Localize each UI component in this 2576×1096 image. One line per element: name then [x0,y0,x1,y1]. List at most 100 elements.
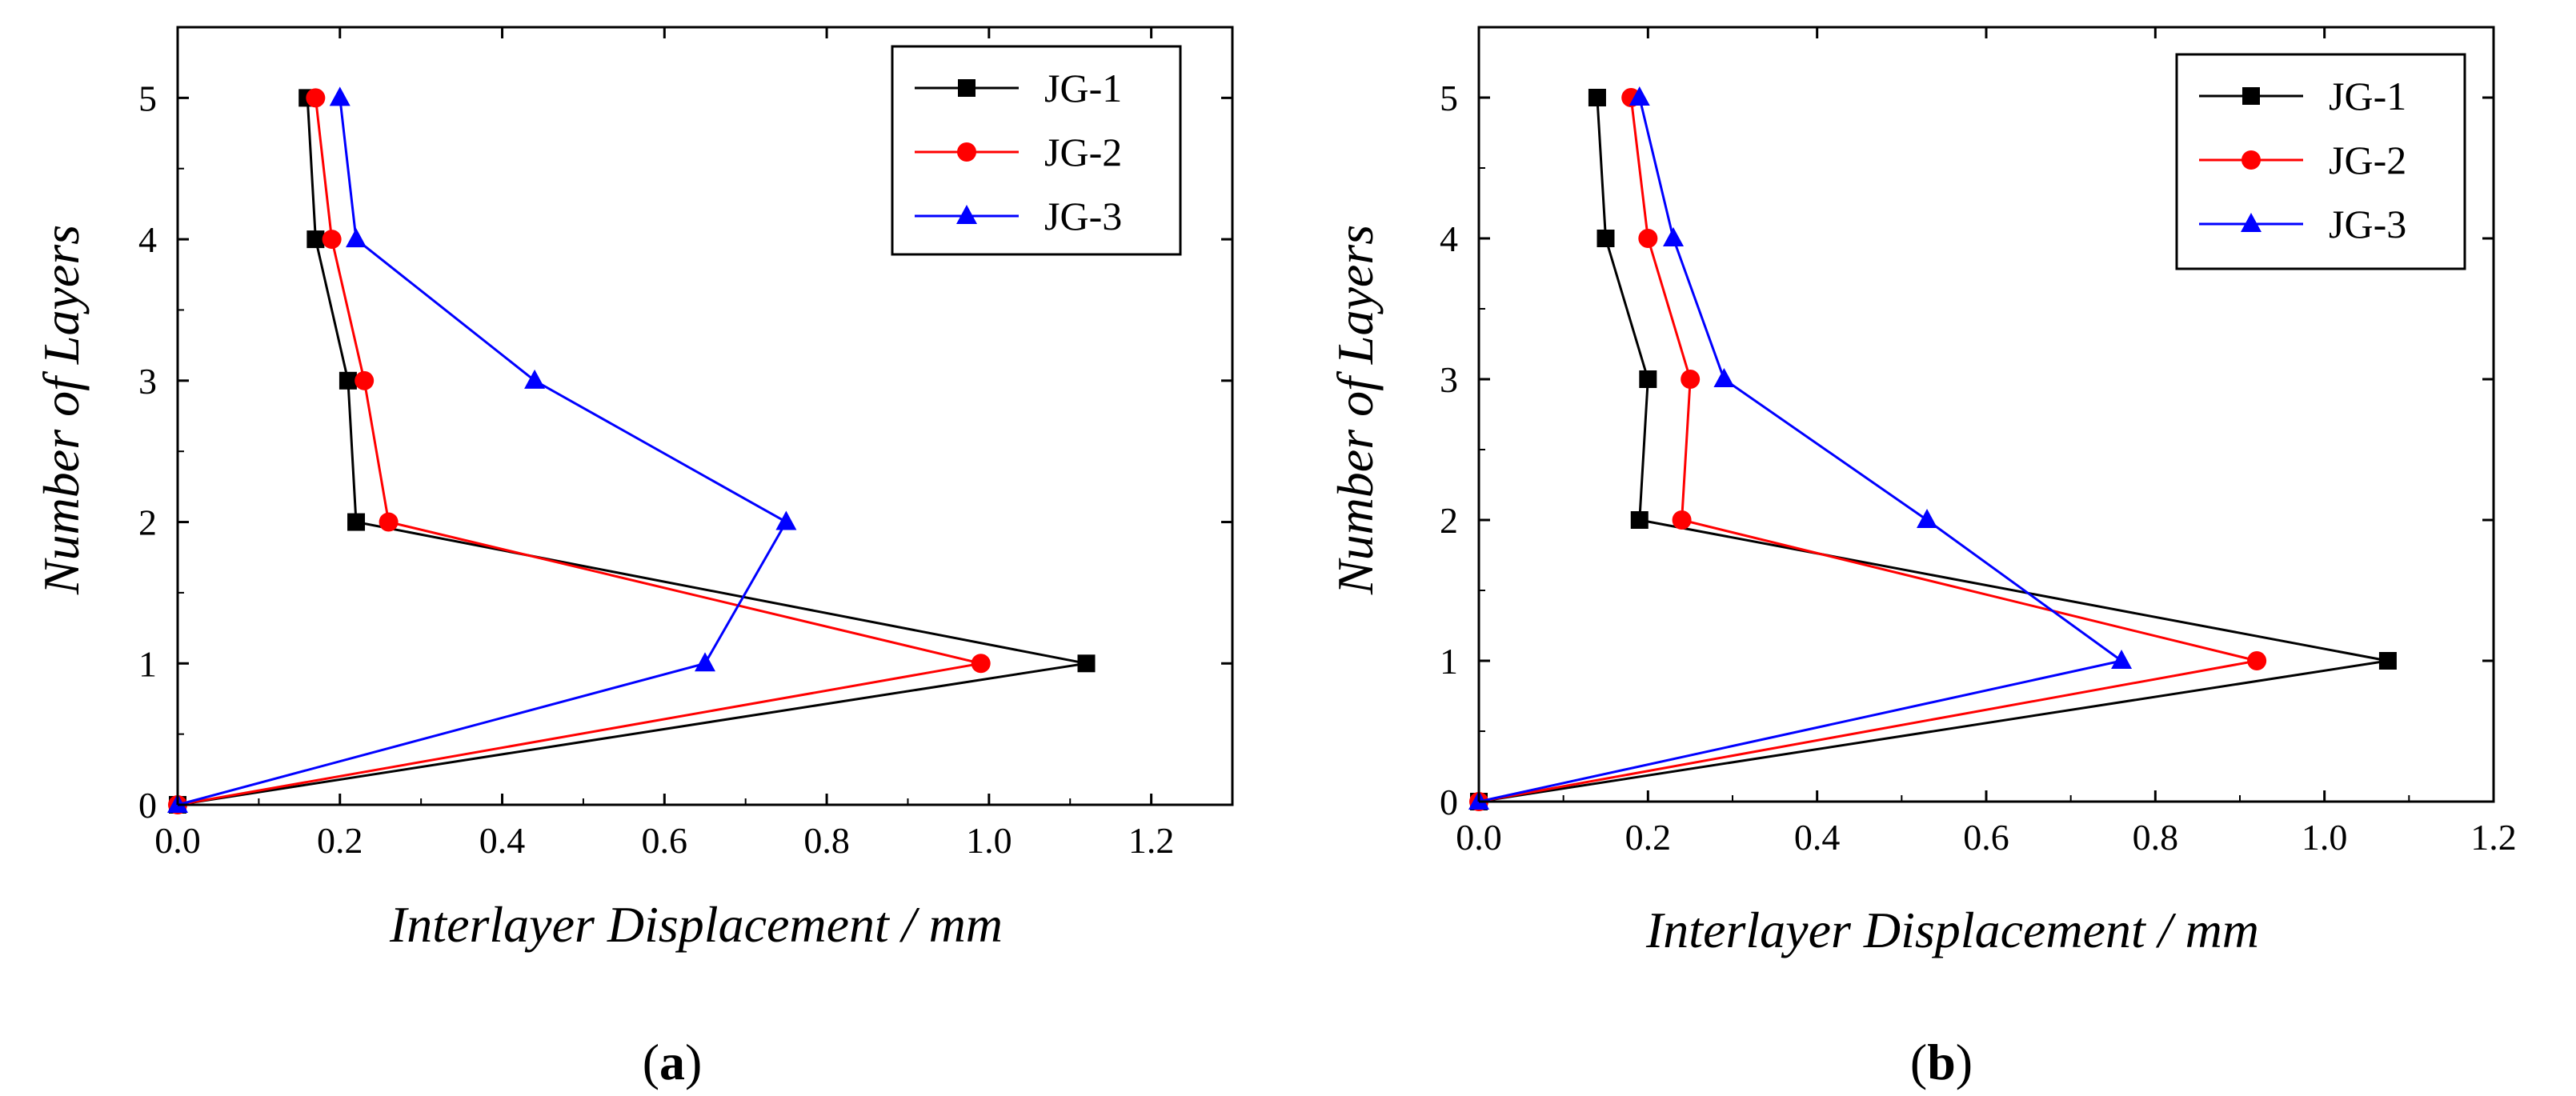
chart-a-data-point-jg-3 [346,228,367,248]
chart-a-ticks: 0.0 0.2 0.4 0.6 0.8 1.0 1.2 0 1 2 3 4 5 [138,27,1232,861]
chart-b-data-point-jg-3 [1917,509,1938,528]
chart-a-series-jg-1 [169,89,1096,814]
chart-a-data-point-jg-3 [329,86,351,106]
chart-a-y-tick-label: 4 [138,219,157,260]
chart-a-panel-letter: a [659,1034,685,1090]
chart-panel-a: 0.0 0.2 0.4 0.6 0.8 1.0 1.2 0 1 2 3 4 5 Interlayer D… [33,26,1234,1090]
chart-a-series [167,86,1096,814]
chart-b-panel-letter: b [1927,1034,1956,1090]
chart-b-y-tick-label: 0 [1440,782,1458,822]
chart-b-legend-label: JG-1 [2329,74,2406,118]
chart-b-y-tick-label: 3 [1440,359,1458,400]
chart-b-data-point-jg-2 [1672,510,1692,530]
chart-a-legend-swatch-marker [956,205,977,224]
chart-a-x-axis-label: Interlayer Displacement / mm [389,896,1003,953]
chart-a-series-jg-2 [168,88,991,814]
chart-a-legend-item-jg-2: JG-2 [915,130,1122,174]
chart-a-data-point-jg-2 [971,654,991,674]
chart-a-data-point-jg-1 [1077,654,1096,673]
chart-a-x-tick-label: 1.2 [1128,820,1175,861]
chart-a-plot-frame [176,26,1234,806]
chart-a-series-jg-3 [167,86,797,813]
chart-b-series-line-jg-3 [1478,97,2125,803]
chart-b-series-jg-2 [1469,88,2267,811]
chart-a-data-point-jg-3 [524,369,546,389]
chart-b-data-point-jg-1 [1630,511,1649,529]
chart-a-legend-item-jg-3: JG-3 [915,194,1122,238]
chart-b-series [1468,86,2397,811]
chart-b-legend-swatch-marker [2241,213,2262,232]
chart-b-y-axis-label: Number of Layers [1327,225,1384,595]
chart-b-y-tick-label: 2 [1440,500,1458,541]
chart-panel-b: 0.0 0.2 0.4 0.6 0.8 1.0 1.2 0 1 2 3 4 5 Interlayer D… [1327,26,2517,1090]
chart-b-legend-box [2175,53,2466,270]
chart-b-data-point-jg-3 [2111,650,2133,669]
chart-a-data-point-jg-3 [695,652,715,672]
chart-b-y-tick-label: 4 [1440,218,1458,259]
chart-b-data-point-jg-1 [1596,230,1615,247]
chart-a-data-point-jg-1 [306,230,325,249]
chart-a-legend-label: JG-3 [1044,194,1122,238]
chart-b-data-point-jg-2 [1638,229,1658,248]
chart-b-ticks: 0.0 0.2 0.4 0.6 0.8 1.0 1.2 0 1 2 3 4 5 [1440,27,2517,858]
chart-b-x-axis-label: Interlayer Displacement / mm [1645,902,2259,958]
chart-a-x-tick-label: 0.0 [154,820,201,861]
chart-b-series-line-jg-2 [1478,97,2258,803]
chart-a-data-point-jg-1 [339,371,357,390]
chart-a-legend-swatch-marker [957,142,976,162]
chart-a-legend-swatch-marker [958,79,976,97]
chart-b-x-tick-label: 0.6 [1963,817,2009,858]
chart-a-legend-item-jg-1: JG-1 [915,66,1122,110]
chart-a-panel-label: (a) [643,1034,703,1090]
chart-b-data-point-jg-1 [1588,89,1606,106]
chart-a-data-point-jg-2 [306,88,326,108]
chart-a-legend-box [891,45,1182,256]
chart-b-x-tick-label: 1.0 [2302,817,2348,858]
chart-a-y-tick-label: 3 [138,361,157,402]
chart-a-x-tick-label: 0.6 [642,820,688,861]
chart-b-y-tick-label: 1 [1440,641,1458,682]
chart-b-data-point-jg-1 [1639,370,1657,388]
chart-b-data-point-jg-1 [2378,652,2397,670]
chart-b-data-point-jg-2 [2247,651,2267,670]
chart-b-x-tick-label: 0.2 [1625,817,1672,858]
chart-b-x-tick-label: 0.0 [1456,817,1502,858]
chart-b-legend-item-jg-3: JG-3 [2199,202,2406,246]
chart-b-legend-swatch-marker [2242,87,2260,105]
chart-b-panel-label: (b) [1910,1034,1973,1090]
chart-b-legend-item-jg-2: JG-2 [2199,138,2406,182]
chart-a-y-tick-label: 5 [138,78,157,118]
chart-a-data-point-jg-2 [355,370,375,390]
chart-a-legend-label: JG-2 [1044,130,1122,174]
chart-a-axes [176,26,1234,806]
chart-b-x-tick-label: 0.8 [2133,817,2179,858]
chart-b-series-jg-1 [1470,89,2397,810]
chart-b-series-jg-3 [1468,86,2133,810]
chart-a-y-tick-label: 2 [138,502,157,543]
chart-b-data-point-jg-3 [1713,368,1735,387]
chart-b-legend-label: JG-2 [2329,138,2406,182]
chart-a-y-tick-label: 0 [138,785,157,826]
chart-a-legend-label: JG-1 [1044,66,1122,110]
chart-a-series-line-jg-3 [177,98,788,806]
chart-a-legend: JG-1 JG-2 JG-3 [891,45,1182,256]
chart-a-series-line-jg-1 [177,98,1087,806]
chart-b-data-point-jg-3 [1663,227,1685,246]
chart-a-data-point-jg-2 [379,512,399,532]
chart-a-series-line-jg-2 [177,98,982,806]
chart-b-y-tick-label: 5 [1440,78,1458,118]
chart-a-x-tick-label: 0.8 [803,820,850,861]
chart-a-y-tick-label: 1 [138,643,157,684]
chart-b-legend: JG-1 JG-2 JG-3 [2175,53,2466,270]
chart-a-x-tick-label: 1.0 [966,820,1012,861]
chart-b-data-point-jg-2 [1681,370,1701,389]
chart-b-legend-item-jg-1: JG-1 [2199,74,2406,118]
chart-b-x-tick-label: 0.4 [1794,817,1841,858]
chart-a-data-point-jg-2 [322,230,342,250]
chart-a-x-tick-label: 0.2 [317,820,363,861]
chart-b-data-point-jg-3 [1629,86,1650,106]
chart-a-y-axis-label: Number of Layers [33,225,90,595]
chart-b-x-tick-label: 1.2 [2470,817,2517,858]
chart-a-data-point-jg-3 [775,510,797,530]
